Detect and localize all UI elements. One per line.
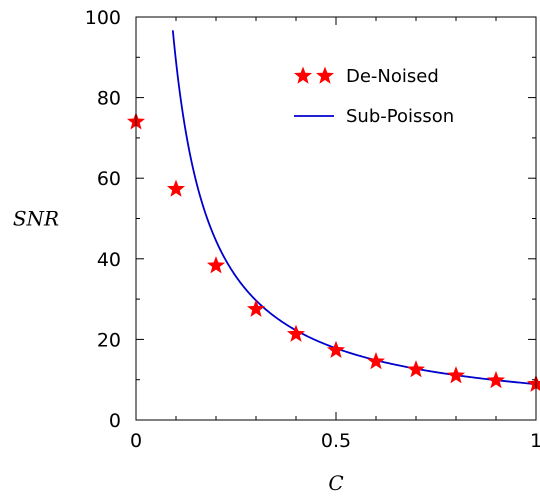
x-axis-label: C: [328, 471, 343, 495]
legend-label-sub-poisson: Sub-Poisson: [346, 106, 454, 127]
y-tick-label: 0: [109, 410, 121, 432]
legend-star: [293, 66, 313, 84]
legend-marker-de-noised: [293, 66, 335, 84]
de-noised-point: [526, 374, 540, 392]
y-tick-label: 40: [97, 249, 121, 271]
x-tick-label: 0.5: [321, 430, 351, 452]
x-tick-label: 0: [130, 430, 142, 452]
tick-labels: 0 0.5 1 0 20 40 60 80 100: [85, 7, 540, 452]
de-noised-point: [166, 179, 186, 197]
de-noised-point: [326, 340, 346, 358]
series-de-noised: [126, 112, 540, 392]
y-tick-label: 100: [85, 7, 121, 29]
legend: De-Noised Sub-Poisson: [293, 66, 454, 127]
de-noised-point: [286, 324, 306, 342]
y-tick-label: 60: [97, 168, 121, 190]
de-noised-point: [406, 360, 426, 378]
legend-star: [315, 66, 335, 84]
plot-frame: [135, 16, 537, 421]
de-noised-point: [246, 299, 266, 317]
legend-item-sub-poisson: Sub-Poisson: [294, 106, 454, 127]
y-tick-label: 20: [97, 329, 121, 351]
de-noised-point: [486, 371, 506, 389]
y-tick-label: 80: [97, 88, 121, 110]
legend-item-de-noised: De-Noised: [293, 66, 439, 87]
de-noised-point: [206, 256, 226, 274]
x-tick-label: 1: [530, 430, 540, 452]
de-noised-point: [366, 352, 386, 370]
legend-label-de-noised: De-Noised: [346, 66, 439, 87]
de-noised-point: [446, 366, 466, 384]
tick-marks: [135, 16, 537, 421]
y-axis-label: SNR: [13, 207, 59, 231]
sub-poisson-curve: [171, 30, 537, 386]
series-sub-poisson: [171, 30, 537, 386]
